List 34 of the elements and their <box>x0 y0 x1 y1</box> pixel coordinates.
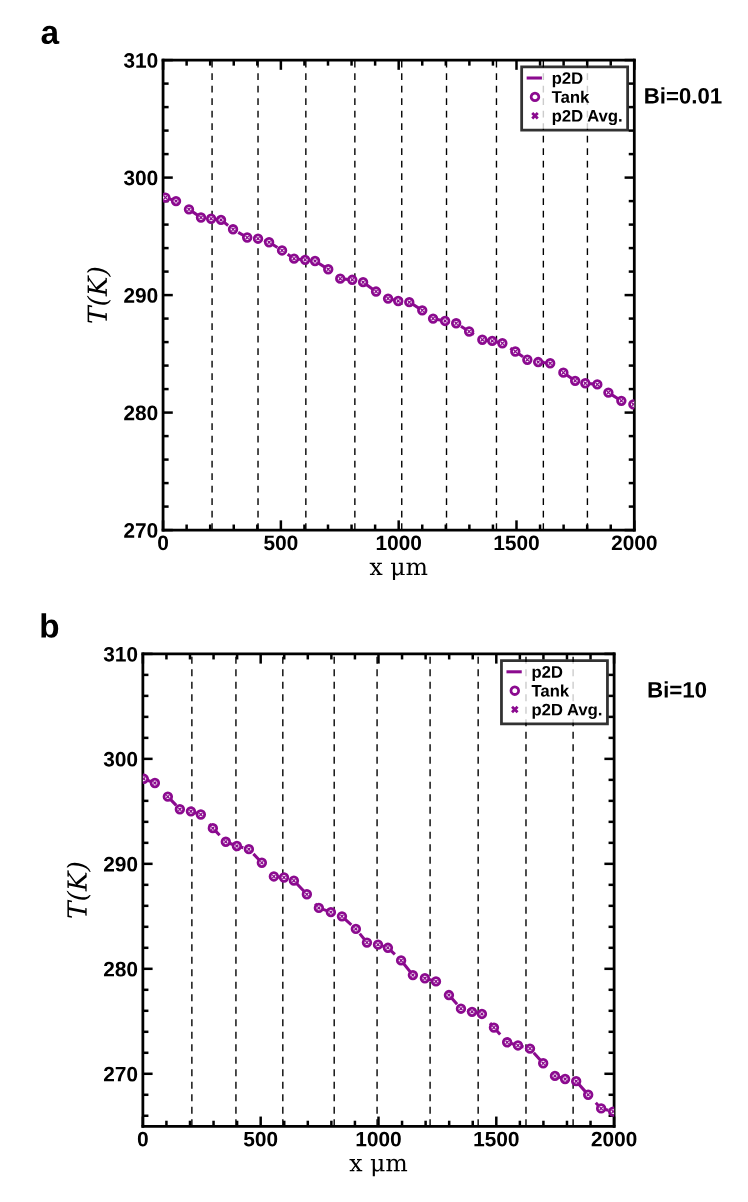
legend-label: p2D <box>552 72 583 88</box>
x-tick-label: 500 <box>243 1131 278 1147</box>
text: Bi=0.01 <box>645 87 722 104</box>
y-axis-title: T(K) <box>66 862 91 918</box>
x-tick-label: 0 <box>137 1131 148 1147</box>
legend-label: p2D Avg. <box>532 703 602 719</box>
x-tick-label: 500 <box>264 535 298 551</box>
y-tick-label: 300 <box>103 751 138 767</box>
legend-label: p2D Avg. <box>552 109 622 126</box>
x-axis-title: x μm <box>369 562 428 580</box>
x-tick-label: 1500 <box>494 535 539 551</box>
x-tick-label: 2000 <box>611 535 657 551</box>
x-tick-label: 1000 <box>356 1131 401 1147</box>
x-tick-label: 1000 <box>376 535 422 551</box>
x-tick-label: 0 <box>158 535 168 551</box>
y-tick-label: 290 <box>124 288 158 303</box>
y-tick-label: 310 <box>123 53 158 68</box>
x-tick-label: 2000 <box>591 1131 637 1147</box>
y-tick-label: 290 <box>103 856 138 872</box>
x-tick-label: 1500 <box>474 1131 519 1147</box>
y-tick-label: 280 <box>103 961 138 977</box>
y-tick-label: 310 <box>103 646 138 662</box>
text: b <box>41 613 59 638</box>
y-tick-label: 270 <box>103 1066 138 1082</box>
x-axis-title: x μm <box>349 1158 408 1177</box>
y-tick-label: 280 <box>124 405 158 421</box>
legend-label: p2D <box>532 665 563 682</box>
legend-label: Tank <box>551 90 590 103</box>
y-tick-label: 270 <box>124 523 158 538</box>
y-tick-label: 300 <box>123 170 158 186</box>
text: Bi=10 <box>648 681 707 698</box>
y-axis-title: T(K) <box>86 267 111 323</box>
legend-label: Tank <box>531 684 570 697</box>
text: a <box>41 25 60 45</box>
